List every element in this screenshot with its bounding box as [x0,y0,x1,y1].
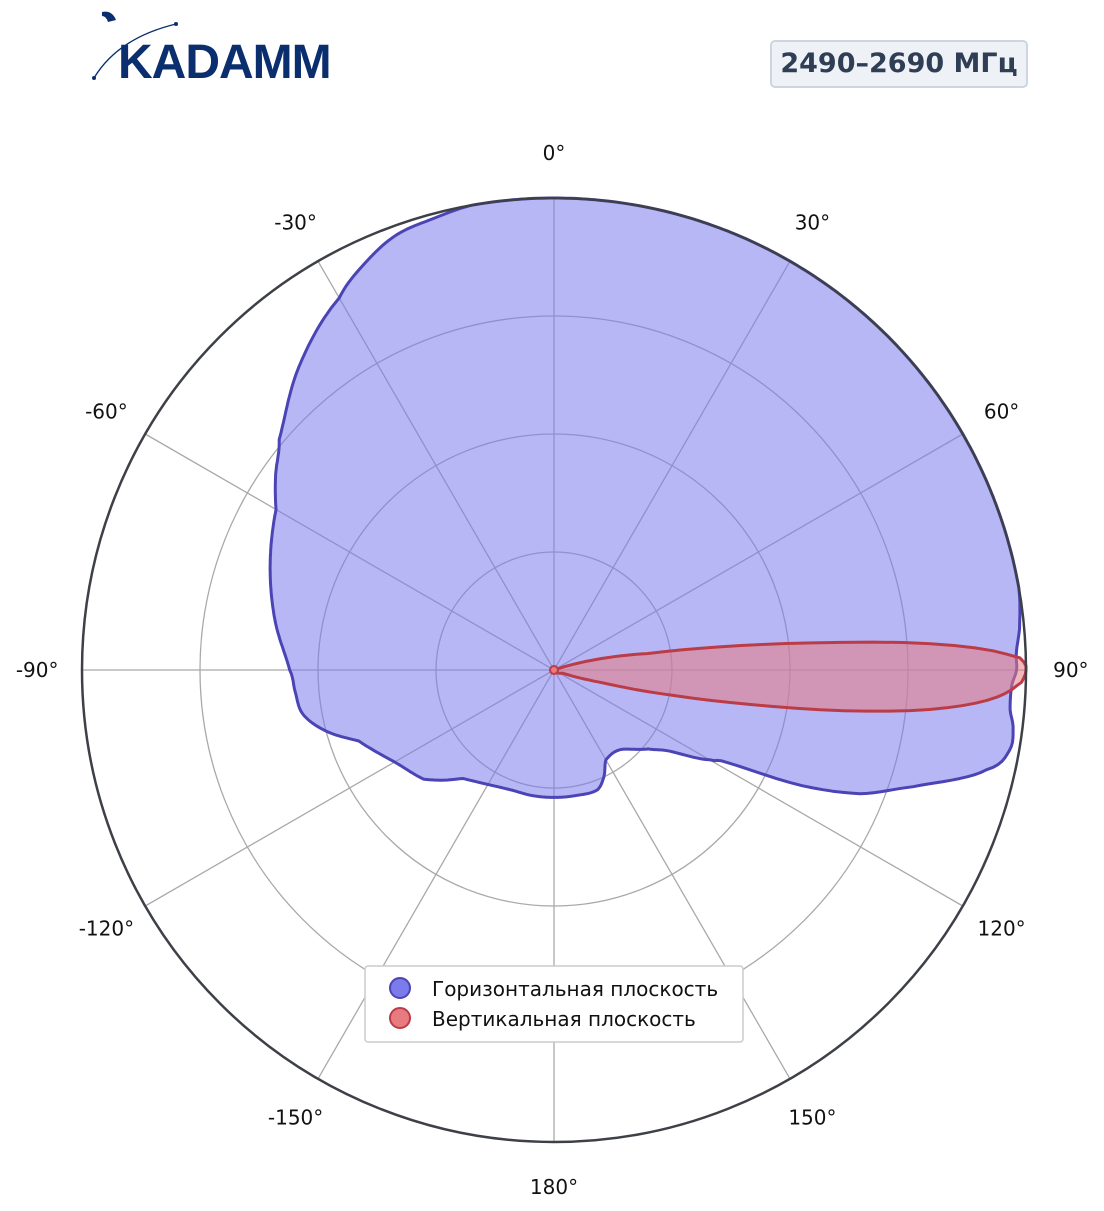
outer-ring-layer [80,196,1028,1144]
legend-label-vertical: Вертикальная плоскость [432,1007,696,1031]
angle-tick-label: 0° [543,141,566,165]
angle-tick-label: 60° [984,400,1019,424]
brand-logo: KADAMM [88,8,368,89]
angle-tick-label: -30° [274,210,317,234]
angle-tick-label: -90° [16,658,59,682]
angle-tick-label: 30° [795,210,830,234]
legend-label-horizontal: Горизонтальная плоскость [432,977,718,1001]
legend: Горизонтальная плоскость Вертикальная пл… [364,965,744,1043]
angle-tick-label: 120° [978,916,1026,940]
angle-tick-label: 150° [788,1106,836,1130]
kadamm-logo-icon: KADAMM [92,11,332,89]
angle-tick-label: -150° [268,1106,323,1130]
outer-ring [80,196,1028,1144]
brand-name: KADAMM [118,36,331,88]
angle-tick-label: 180° [530,1175,578,1199]
legend-box [364,965,744,1043]
origin-point [549,665,559,675]
legend-marker-horizontal [389,977,411,999]
series-layer [268,196,1028,799]
angle-tick-label: 90° [1053,658,1088,682]
legend-marker-vertical [389,1007,411,1029]
angle-tick-label: -120° [79,916,134,940]
frequency-badge: 2490–2690 МГц [770,40,1028,88]
angle-tick-labels: 0° 30° 60° 90° 120° 150° 180° -150° -120° -90° -60… [16,141,1089,1199]
angle-tick-label: -60° [85,400,128,424]
